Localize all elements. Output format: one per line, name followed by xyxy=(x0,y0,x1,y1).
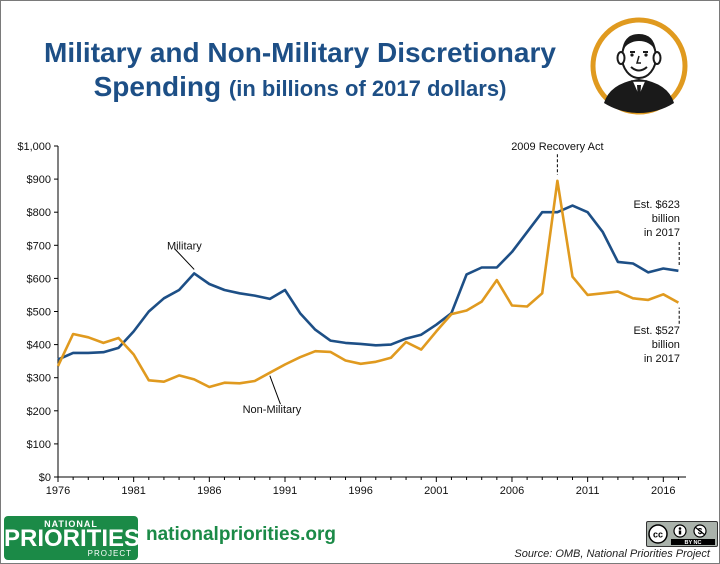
y-tick-label: $900 xyxy=(27,174,51,186)
svg-text:cc: cc xyxy=(653,530,663,540)
x-tick-label: 1981 xyxy=(121,485,145,497)
military-label: Military xyxy=(167,240,202,252)
website-link[interactable]: nationalpriorities.org xyxy=(146,524,337,545)
est-non-military-label: in 2017 xyxy=(644,353,680,365)
x-tick-label: 2011 xyxy=(576,485,600,497)
license-text: BY NC xyxy=(684,540,701,546)
recovery-act-label: 2009 Recovery Act xyxy=(511,141,603,153)
title-subtitle: (in billions of 2017 dollars) xyxy=(228,76,507,101)
npp-logo[interactable]: NATIONAL PRIORITIES PROJECT xyxy=(4,516,141,560)
line-chart: $0 $100 $200 $300 $400 $500 $600 $700 $800 $900 $1… xyxy=(17,141,686,497)
y-tick-label: $0 xyxy=(39,472,51,484)
non-military-leader-line xyxy=(269,375,281,405)
y-tick-label: $100 xyxy=(27,439,51,451)
y-tick-label: $200 xyxy=(27,406,51,418)
title-line-2: Spending (in billions of 2017 dollars) xyxy=(0,70,600,106)
military-leader-line xyxy=(174,248,195,270)
est-military-label: billion xyxy=(652,213,680,225)
title-main: Spending xyxy=(93,71,222,102)
chart-title: Military and Non-Military Discretionary … xyxy=(0,36,600,106)
y-tick-label: $800 xyxy=(27,207,51,219)
logo-line-2: PRIORITIES xyxy=(4,525,141,552)
x-tick-label: 1991 xyxy=(273,485,297,497)
x-tick-label: 2001 xyxy=(424,485,448,497)
non-military-series-line xyxy=(56,179,680,389)
est-non-military-label: Est. $527 xyxy=(633,325,679,337)
y-tick-label: $300 xyxy=(27,373,51,385)
est-military-label: in 2017 xyxy=(644,227,680,239)
non-military-label: Non-Military xyxy=(243,404,302,416)
x-tick-label: 1996 xyxy=(348,485,372,497)
x-tick-label: 1976 xyxy=(46,485,70,497)
title-line-1: Military and Non-Military Discretionary xyxy=(44,37,556,68)
est-military-label: Est. $623 xyxy=(633,199,679,211)
x-tick-label: 1986 xyxy=(197,485,221,497)
president-portrait-icon xyxy=(590,17,688,115)
y-tick-label: $500 xyxy=(27,307,51,319)
logo-line-3: PROJECT xyxy=(87,549,132,558)
cc-by-nc-icon[interactable]: cc $ BY NC xyxy=(646,521,718,547)
y-tick-label: $600 xyxy=(27,273,51,285)
y-tick-label: $1,000 xyxy=(17,141,51,153)
x-tick-label: 2016 xyxy=(651,485,675,497)
y-tick-label: $400 xyxy=(27,340,51,352)
source-note: Source: OMB, National Priorities Project xyxy=(514,548,710,560)
military-series-line xyxy=(57,204,679,361)
est-non-military-label: billion xyxy=(652,339,680,351)
x-tick-label: 2006 xyxy=(500,485,524,497)
logo-line-1: NATIONAL xyxy=(44,519,98,529)
y-tick-label: $700 xyxy=(27,240,51,252)
